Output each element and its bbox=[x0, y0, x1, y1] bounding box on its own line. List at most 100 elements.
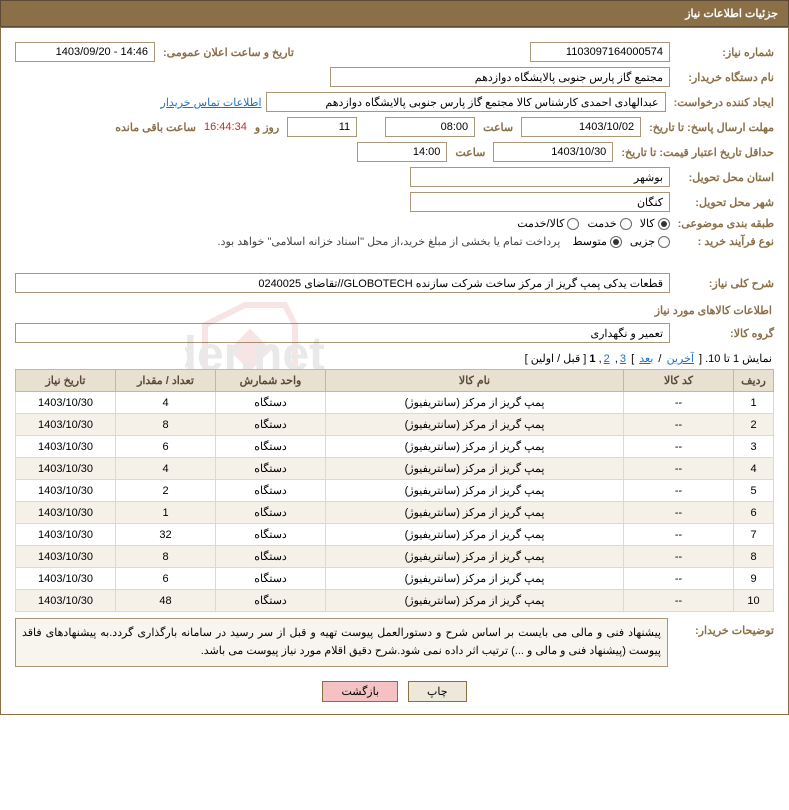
table-cell: پمپ گریز از مرکز (سانتریفیوژ) bbox=[326, 502, 624, 524]
pagination-page-2[interactable]: 2 bbox=[604, 353, 610, 365]
table-cell: 10 bbox=[734, 590, 774, 612]
table-cell: 3 bbox=[734, 436, 774, 458]
subject-option-0[interactable]: کالا bbox=[640, 217, 670, 230]
pagination: نمایش 1 تا 10. [ آخرین / بعد ] 3, 2, 1 [… bbox=[15, 348, 774, 369]
goods-table: ردیفکد کالانام کالاواحد شمارشتعداد / مقد… bbox=[15, 369, 774, 612]
field-time-left: 16:44:34 bbox=[204, 121, 247, 133]
table-row: 9--پمپ گریز از مرکز (سانتریفیوژ)دستگاه61… bbox=[16, 568, 774, 590]
table-cell: 1403/10/30 bbox=[16, 436, 116, 458]
label-purchase-type: نوع فرآیند خرید : bbox=[674, 235, 774, 248]
label-subject-class: طبقه بندی موضوعی: bbox=[674, 217, 774, 230]
field-price-validity-date: 1403/10/30 bbox=[493, 142, 613, 162]
pagination-page-3[interactable]: 3 bbox=[620, 353, 626, 365]
table-cell: 4 bbox=[734, 458, 774, 480]
table-cell: دستگاه bbox=[216, 590, 326, 612]
table-cell: 1403/10/30 bbox=[16, 414, 116, 436]
table-cell: 1403/10/30 bbox=[16, 524, 116, 546]
field-days-left: 11 bbox=[287, 117, 357, 137]
buyer-contact-link[interactable]: اطلاعات تماس خریدار bbox=[161, 96, 262, 109]
table-cell: -- bbox=[624, 524, 734, 546]
radio-icon bbox=[658, 236, 670, 248]
table-cell: 6 bbox=[734, 502, 774, 524]
subject-radio-group: کالا خدمت کالا/خدمت bbox=[517, 217, 669, 230]
field-city: کنگان bbox=[410, 192, 670, 212]
table-cell: -- bbox=[624, 590, 734, 612]
purchase-radio-group: جزیی متوسط bbox=[572, 235, 670, 248]
table-cell: 6 bbox=[116, 436, 216, 458]
field-request-no: 1103097164000574 bbox=[530, 42, 670, 62]
label-requester: ایجاد کننده درخواست: bbox=[670, 96, 774, 109]
label-goods-group: گروه کالا: bbox=[674, 327, 774, 340]
table-cell: 9 bbox=[734, 568, 774, 590]
table-cell: -- bbox=[624, 392, 734, 414]
table-cell: -- bbox=[624, 568, 734, 590]
subject-option-1[interactable]: خدمت bbox=[587, 217, 631, 230]
pagination-next[interactable]: بعد bbox=[639, 353, 653, 365]
table-cell: 1403/10/30 bbox=[16, 502, 116, 524]
table-cell: پمپ گریز از مرکز (سانتریفیوژ) bbox=[326, 480, 624, 502]
pagination-first: اولین bbox=[531, 353, 554, 365]
table-cell: 8 bbox=[116, 546, 216, 568]
table-cell: دستگاه bbox=[216, 414, 326, 436]
purchase-option-1[interactable]: متوسط bbox=[572, 235, 622, 248]
table-row: 6--پمپ گریز از مرکز (سانتریفیوژ)دستگاه11… bbox=[16, 502, 774, 524]
field-goods-group: تعمیر و نگهداری bbox=[15, 323, 670, 343]
radio-icon bbox=[620, 218, 632, 230]
table-cell: 1403/10/30 bbox=[16, 546, 116, 568]
table-cell: 4 bbox=[116, 392, 216, 414]
table-cell: 2 bbox=[116, 480, 216, 502]
table-cell: 4 bbox=[116, 458, 216, 480]
radio-label: جزیی bbox=[630, 235, 655, 248]
table-cell: -- bbox=[624, 502, 734, 524]
table-cell: دستگاه bbox=[216, 502, 326, 524]
label-buyer-org: نام دستگاه خریدار: bbox=[674, 71, 774, 84]
table-row: 1--پمپ گریز از مرکز (سانتریفیوژ)دستگاه41… bbox=[16, 392, 774, 414]
table-cell: پمپ گریز از مرکز (سانتریفیوژ) bbox=[326, 458, 624, 480]
table-cell: 2 bbox=[734, 414, 774, 436]
action-buttons: چاپ بازگشت bbox=[9, 673, 780, 706]
table-cell: 1403/10/30 bbox=[16, 590, 116, 612]
table-cell: -- bbox=[624, 458, 734, 480]
form-area: AriaTender.net شماره نیاز: 1103097164000… bbox=[9, 36, 780, 673]
radio-label: کالا/خدمت bbox=[517, 217, 564, 230]
back-button[interactable]: بازگشت bbox=[322, 681, 398, 702]
field-announce-date: 14:46 - 1403/09/20 bbox=[15, 42, 155, 62]
table-cell: پمپ گریز از مرکز (سانتریفیوژ) bbox=[326, 436, 624, 458]
table-header-3: واحد شمارش bbox=[216, 370, 326, 392]
subject-option-2[interactable]: کالا/خدمت bbox=[517, 217, 579, 230]
goods-section-title: اطلاعات کالاهای مورد نیاز bbox=[15, 298, 774, 323]
purchase-option-0[interactable]: جزیی bbox=[630, 235, 670, 248]
label-buyer-notes: توضیحات خریدار: bbox=[674, 618, 774, 637]
field-overall-desc: قطعات یدکی پمپ گریز از مرکز ساخت شرکت سا… bbox=[15, 273, 670, 293]
main-container: AriaTender.net شماره نیاز: 1103097164000… bbox=[0, 27, 789, 715]
field-requester: عبدالهادی احمدی کارشناس کالا مجتمع گاز پ… bbox=[266, 92, 666, 112]
label-request-no: شماره نیاز: bbox=[674, 46, 774, 59]
pagination-text: نمایش 1 تا 10. [ bbox=[696, 353, 772, 365]
table-cell: دستگاه bbox=[216, 524, 326, 546]
table-row: 8--پمپ گریز از مرکز (سانتریفیوژ)دستگاه81… bbox=[16, 546, 774, 568]
table-cell: -- bbox=[624, 480, 734, 502]
table-cell: دستگاه bbox=[216, 436, 326, 458]
print-button[interactable]: چاپ bbox=[408, 681, 467, 702]
table-row: 4--پمپ گریز از مرکز (سانتریفیوژ)دستگاه41… bbox=[16, 458, 774, 480]
table-header-5: تاریخ نیاز bbox=[16, 370, 116, 392]
radio-icon bbox=[610, 236, 622, 248]
pagination-page-1: 1 bbox=[589, 353, 595, 365]
label-days-and: روز و bbox=[251, 121, 283, 134]
table-cell: 1 bbox=[116, 502, 216, 524]
field-response-date: 1403/10/02 bbox=[521, 117, 641, 137]
panel-header: جزئیات اطلاعات نیاز bbox=[0, 0, 789, 27]
table-cell: 7 bbox=[734, 524, 774, 546]
table-cell: 6 bbox=[116, 568, 216, 590]
radio-label: متوسط bbox=[572, 235, 607, 248]
pagination-prev: قبل bbox=[563, 353, 580, 365]
table-header-4: تعداد / مقدار bbox=[116, 370, 216, 392]
table-cell: دستگاه bbox=[216, 392, 326, 414]
table-cell: -- bbox=[624, 436, 734, 458]
radio-icon bbox=[658, 218, 670, 230]
label-response-deadline: مهلت ارسال پاسخ: تا تاریخ: bbox=[645, 121, 774, 134]
radio-label: خدمت bbox=[587, 217, 616, 230]
table-cell: -- bbox=[624, 414, 734, 436]
pagination-last[interactable]: آخرین bbox=[667, 353, 694, 365]
table-cell: پمپ گریز از مرکز (سانتریفیوژ) bbox=[326, 414, 624, 436]
